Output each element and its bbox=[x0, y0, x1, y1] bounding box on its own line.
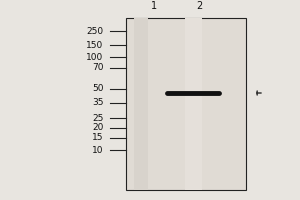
Bar bbox=[185, 18, 202, 190]
Text: 10: 10 bbox=[92, 146, 103, 155]
Text: 2: 2 bbox=[196, 1, 202, 11]
Bar bbox=[134, 18, 148, 190]
Text: 25: 25 bbox=[92, 114, 103, 123]
Bar bbox=[126, 18, 246, 190]
Text: 1: 1 bbox=[152, 1, 158, 11]
Text: 50: 50 bbox=[92, 84, 103, 93]
Text: 35: 35 bbox=[92, 98, 103, 107]
Text: 70: 70 bbox=[92, 63, 103, 72]
Text: 150: 150 bbox=[86, 40, 103, 49]
Text: 250: 250 bbox=[86, 26, 103, 36]
Text: 100: 100 bbox=[86, 52, 103, 62]
Text: 20: 20 bbox=[92, 123, 103, 132]
Text: 15: 15 bbox=[92, 134, 103, 142]
